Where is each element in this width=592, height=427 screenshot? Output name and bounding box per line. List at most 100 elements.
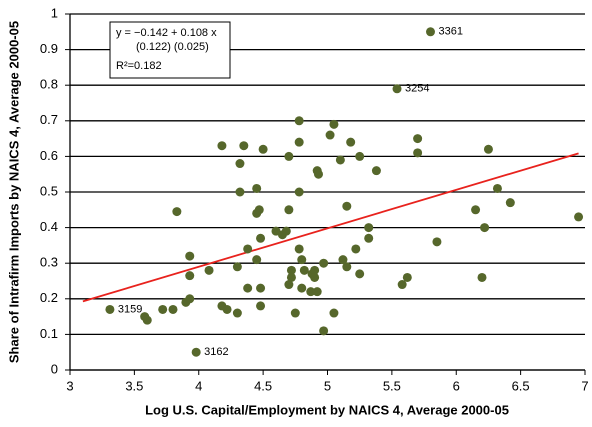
point bbox=[105, 304, 115, 314]
point bbox=[319, 326, 329, 336]
y-tick-label: 1 bbox=[51, 5, 58, 20]
point bbox=[294, 116, 304, 126]
point bbox=[185, 294, 195, 304]
x-tick-label: 4.5 bbox=[254, 378, 272, 393]
point bbox=[299, 265, 309, 275]
point bbox=[252, 255, 262, 265]
point bbox=[222, 304, 232, 314]
standard-errors: (0.122) (0.025) bbox=[136, 41, 209, 53]
point bbox=[312, 287, 322, 297]
point bbox=[335, 155, 345, 165]
y-tick-label: 0.6 bbox=[40, 148, 58, 163]
x-tick-label: 4 bbox=[195, 378, 202, 393]
point bbox=[243, 244, 253, 254]
point bbox=[284, 280, 294, 290]
point bbox=[483, 144, 493, 154]
point bbox=[191, 347, 201, 357]
x-axis-title: Log U.S. Capital/Employment by NAICS 4, … bbox=[145, 402, 509, 417]
point bbox=[432, 237, 442, 247]
point bbox=[306, 287, 316, 297]
point bbox=[402, 272, 412, 282]
point bbox=[413, 148, 423, 158]
point bbox=[364, 233, 374, 243]
point bbox=[168, 304, 178, 314]
equation: y = −0.142 + 0.108 x bbox=[116, 27, 217, 39]
point bbox=[505, 198, 515, 208]
point-label: 3162 bbox=[204, 346, 228, 358]
point bbox=[477, 272, 487, 282]
point bbox=[235, 159, 245, 169]
point bbox=[185, 271, 195, 281]
y-tick-label: 0.3 bbox=[40, 255, 58, 270]
point bbox=[480, 223, 490, 233]
point bbox=[254, 205, 264, 215]
y-tick-label: 0 bbox=[51, 361, 58, 376]
point bbox=[284, 205, 294, 215]
point bbox=[290, 308, 300, 318]
point bbox=[286, 272, 296, 282]
point bbox=[172, 207, 182, 217]
point bbox=[284, 151, 294, 161]
x-tick-label: 5 bbox=[324, 378, 331, 393]
point bbox=[346, 137, 356, 147]
x-tick-label: 6.5 bbox=[512, 378, 530, 393]
point bbox=[281, 226, 291, 236]
point bbox=[243, 283, 253, 293]
point bbox=[319, 258, 329, 268]
point bbox=[256, 233, 266, 243]
point bbox=[574, 212, 584, 222]
point bbox=[355, 269, 365, 279]
point bbox=[342, 262, 352, 272]
point bbox=[325, 130, 335, 140]
r-squared: R²=0.182 bbox=[116, 60, 162, 72]
point bbox=[256, 301, 266, 311]
point bbox=[142, 315, 152, 325]
point bbox=[492, 183, 502, 193]
point bbox=[252, 183, 262, 193]
y-tick-label: 0.8 bbox=[40, 77, 58, 92]
point bbox=[286, 265, 296, 275]
x-tick-label: 7 bbox=[581, 378, 588, 393]
point bbox=[371, 166, 381, 176]
point bbox=[232, 262, 242, 272]
point bbox=[342, 201, 352, 211]
equation-box bbox=[109, 21, 231, 79]
point bbox=[310, 265, 320, 275]
x-tick-label: 3 bbox=[66, 378, 73, 393]
point bbox=[297, 283, 307, 293]
point bbox=[232, 308, 242, 318]
point bbox=[294, 244, 304, 254]
point bbox=[217, 141, 227, 151]
point bbox=[338, 255, 348, 265]
y-tick-label: 0.5 bbox=[40, 183, 58, 198]
y-tick-label: 0.9 bbox=[40, 41, 58, 56]
point bbox=[258, 144, 268, 154]
point bbox=[185, 251, 195, 261]
point bbox=[310, 272, 320, 282]
point bbox=[426, 27, 435, 37]
point bbox=[294, 187, 304, 197]
point bbox=[158, 304, 168, 314]
y-tick-label: 0.2 bbox=[40, 290, 58, 305]
point bbox=[392, 84, 402, 94]
point bbox=[471, 205, 481, 215]
point bbox=[256, 283, 266, 293]
point bbox=[364, 223, 374, 233]
point bbox=[235, 187, 245, 197]
point-label: 3254 bbox=[405, 83, 429, 95]
y-tick-label: 0.1 bbox=[40, 326, 58, 341]
point-label: 3159 bbox=[118, 303, 142, 315]
point bbox=[397, 280, 407, 290]
point bbox=[351, 244, 361, 254]
x-tick-label: 3.5 bbox=[125, 378, 143, 393]
point bbox=[297, 255, 307, 265]
trend-line bbox=[82, 152, 579, 303]
point bbox=[204, 265, 214, 275]
x-tick-label: 6 bbox=[453, 378, 460, 393]
point bbox=[294, 137, 304, 147]
point bbox=[329, 308, 339, 318]
point bbox=[413, 134, 423, 144]
point bbox=[313, 169, 323, 179]
point-label: 3361 bbox=[439, 26, 463, 38]
